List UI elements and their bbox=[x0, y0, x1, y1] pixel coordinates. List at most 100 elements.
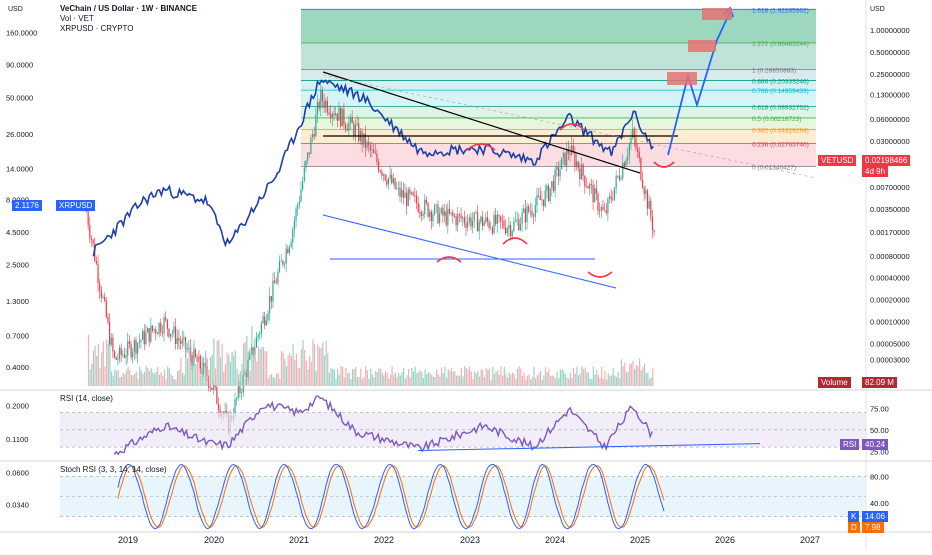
right-axis-tick: 0.25000000 bbox=[870, 70, 910, 79]
right-axis-tick: 0.00005000 bbox=[870, 340, 910, 349]
volume-bar bbox=[388, 378, 390, 386]
xrp-candle-body bbox=[566, 148, 568, 166]
volume-bar bbox=[310, 361, 312, 386]
fib-band bbox=[301, 80, 816, 91]
xrp-candle-body bbox=[155, 329, 157, 334]
xrp-candle-body bbox=[241, 392, 243, 394]
rsi-axis-tick: 75.00 bbox=[870, 404, 889, 413]
xrp-candle-body bbox=[604, 209, 606, 211]
xrp-candle-body bbox=[363, 133, 365, 145]
volume-bar bbox=[478, 376, 481, 386]
volume-bar bbox=[505, 373, 507, 386]
right-axis-tick: 0.06000000 bbox=[870, 115, 910, 124]
volume-bar bbox=[361, 379, 363, 386]
xrp-candle-body bbox=[89, 225, 91, 238]
volume-bar bbox=[285, 366, 288, 386]
xrp-candle-body bbox=[326, 100, 328, 113]
volume-bar bbox=[615, 377, 618, 386]
xrp-candle-body bbox=[259, 333, 261, 336]
xrp-candle-body bbox=[498, 214, 500, 217]
volume-bar bbox=[566, 377, 568, 386]
xrp-candle-body bbox=[401, 190, 403, 197]
volume-bar bbox=[186, 358, 189, 386]
xrp-candle-body bbox=[542, 199, 545, 207]
xrp-candle-body bbox=[282, 260, 284, 265]
xrp-candle-body bbox=[468, 217, 470, 222]
xrp-candle-body bbox=[618, 175, 621, 180]
volume-bar bbox=[115, 371, 118, 386]
xrp-candle-body bbox=[432, 214, 434, 222]
xrp-candle-body bbox=[559, 169, 561, 177]
xrp-candle-body bbox=[406, 192, 408, 206]
pattern-arc-mark bbox=[436, 256, 462, 263]
xrp-candle-body bbox=[519, 223, 522, 231]
xrp-candle-body bbox=[381, 171, 383, 176]
volume-bar bbox=[559, 369, 561, 386]
volume-bar bbox=[515, 379, 517, 386]
volume-bar bbox=[345, 367, 347, 386]
volume-bar bbox=[140, 370, 142, 386]
volume-bar bbox=[431, 374, 433, 386]
volume-bar bbox=[342, 367, 344, 386]
xrp-candle-body bbox=[209, 387, 211, 389]
volume-bar bbox=[91, 364, 93, 386]
volume-bar bbox=[625, 372, 627, 386]
xrp-candle-body bbox=[264, 316, 266, 326]
volume-bar bbox=[144, 371, 146, 386]
xrp-candle-body bbox=[158, 322, 160, 335]
volume-bar bbox=[540, 371, 542, 386]
xrp-candle-body bbox=[166, 319, 168, 329]
xrp-candle-body bbox=[255, 337, 258, 348]
vet-countdown-tag: 4d 9h bbox=[862, 166, 889, 177]
xrp-candle-body bbox=[293, 220, 295, 230]
volume-bar bbox=[536, 375, 538, 386]
volume-bar bbox=[502, 375, 504, 386]
volume-bar bbox=[612, 367, 614, 386]
xrp-candle-body bbox=[321, 90, 324, 102]
xrp-candle-body bbox=[597, 193, 599, 211]
volume-bar bbox=[315, 370, 317, 386]
xrp-candle-body bbox=[368, 141, 370, 146]
xrp-candle-body bbox=[463, 217, 465, 224]
xrp-candle-body bbox=[567, 148, 569, 154]
volume-bar bbox=[408, 368, 410, 386]
xrp-candle-body bbox=[358, 123, 360, 142]
xrp-candle-body bbox=[637, 148, 639, 152]
rsi-tag-label: RSI bbox=[840, 439, 860, 450]
volume-bar bbox=[205, 350, 207, 386]
volume-bar bbox=[180, 357, 182, 386]
xrp-candle-body bbox=[455, 216, 457, 226]
xrp-candle-body bbox=[574, 151, 576, 167]
volume-bar bbox=[366, 370, 368, 386]
volume-bar bbox=[450, 368, 453, 386]
xrp-candle-body bbox=[217, 404, 220, 411]
xrp-candle-body bbox=[107, 317, 109, 322]
xrp-candle-body bbox=[437, 204, 439, 224]
right-axis-tick: 0.00170000 bbox=[870, 228, 910, 237]
volume-bar bbox=[475, 373, 477, 386]
xrp-candle-body bbox=[105, 300, 107, 318]
xrp-candle-body bbox=[387, 178, 390, 185]
volume-bar bbox=[528, 374, 530, 386]
volume-bar bbox=[333, 369, 335, 386]
xrp-candle-body bbox=[646, 190, 649, 209]
xrp-candle-body bbox=[580, 164, 583, 180]
volume-bar bbox=[247, 357, 250, 386]
volume-bar bbox=[411, 367, 413, 386]
volume-bar bbox=[393, 375, 395, 386]
xrp-candle-body bbox=[90, 237, 93, 240]
volume-bar bbox=[153, 373, 156, 386]
xrp-candle-body bbox=[627, 155, 629, 161]
volume-bar bbox=[531, 376, 533, 386]
fib-level-label: 0 (0.01340427) bbox=[752, 165, 796, 172]
volume-bar bbox=[459, 375, 461, 386]
xrp-candle-body bbox=[188, 347, 190, 350]
volume-bar bbox=[99, 367, 101, 386]
volume-bar bbox=[353, 369, 355, 386]
volume-bar bbox=[544, 367, 547, 386]
volume-bar bbox=[252, 349, 255, 386]
xrp-candle-body bbox=[237, 386, 239, 399]
stoch-k-line bbox=[117, 463, 665, 530]
